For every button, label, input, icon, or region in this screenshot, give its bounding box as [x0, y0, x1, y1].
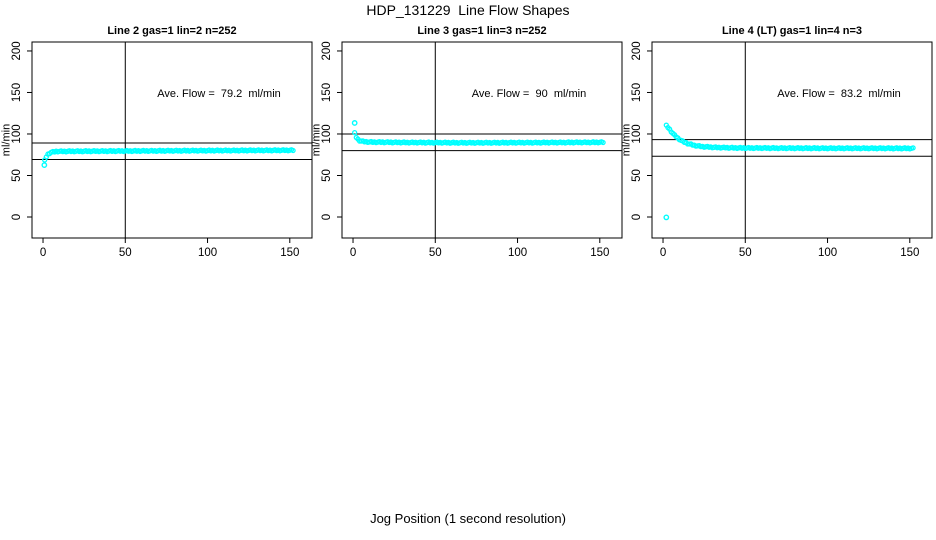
x-tick-label: 0 — [350, 247, 356, 259]
x-tick-label: 100 — [508, 247, 527, 259]
x-tick-label: 50 — [429, 247, 442, 259]
x-tick-label: 0 — [40, 247, 46, 259]
y-tick-label: 200 — [631, 41, 643, 60]
axes: 0 50 100 150 0 50 100 150 200 — [11, 41, 313, 259]
outlier-data-point — [663, 214, 670, 221]
x-axis-label: Jog Position (1 second resolution) — [370, 511, 566, 526]
y-tick-label: 100 — [631, 124, 643, 143]
ave-flow-annotation: Ave. Flow = 90 ml/min — [472, 88, 586, 100]
scatter-series — [351, 120, 606, 146]
outlier-data-point — [351, 120, 358, 126]
y-tick-label: 100 — [11, 124, 23, 143]
data-point — [600, 139, 606, 146]
panel-line-2: Line 2 gas=1 lin=2 n=252 ml/min 0 50 100 15… — [1, 25, 313, 259]
data-point — [910, 145, 916, 151]
panel-line-3: Line 3 gas=1 lin=3 n=252 ml/min 0 50 100 15… — [311, 25, 623, 259]
panel-title: Line 3 gas=1 lin=3 n=252 — [417, 25, 546, 37]
y-axis-label: ml/min — [311, 124, 323, 156]
y-tick-label: 50 — [631, 169, 643, 182]
y-tick-label: 100 — [321, 124, 333, 143]
y-tick-label: 0 — [321, 214, 333, 220]
panel-line-4: Line 4 (LT) gas=1 lin=4 n=3 ml/min 0 50 10… — [621, 25, 933, 259]
x-tick-label: 50 — [119, 247, 132, 259]
outlier-data-point — [41, 162, 48, 169]
y-tick-label: 150 — [631, 83, 643, 102]
data-point — [290, 147, 296, 154]
x-tick-label: 100 — [198, 247, 217, 259]
y-tick-label: 200 — [321, 41, 333, 60]
y-axis-label: ml/min — [621, 124, 633, 156]
panel-title: Line 2 gas=1 lin=2 n=252 — [107, 25, 236, 37]
panel-title: Line 4 (LT) gas=1 lin=4 n=3 — [722, 25, 862, 37]
y-tick-label: 50 — [321, 169, 333, 182]
scatter-series — [663, 122, 916, 221]
x-tick-label: 150 — [590, 247, 609, 259]
ave-flow-annotation: Ave. Flow = 79.2 ml/min — [157, 88, 281, 100]
ave-flow-annotation: Ave. Flow = 83.2 ml/min — [777, 88, 901, 100]
y-tick-label: 150 — [321, 83, 333, 102]
data-point — [352, 130, 358, 136]
y-tick-label: 0 — [11, 214, 23, 220]
figure-main-title: HDP_131229 Line Flow Shapes — [366, 2, 569, 18]
x-tick-label: 150 — [900, 247, 919, 259]
y-tick-label: 0 — [631, 214, 643, 220]
scatter-series — [41, 147, 296, 169]
x-tick-label: 150 — [280, 247, 299, 259]
plot-box — [31, 41, 313, 239]
y-tick-label: 50 — [11, 169, 23, 182]
x-tick-label: 100 — [818, 247, 837, 259]
axes: 0 50 100 150 0 50 100 150 200 — [321, 41, 623, 259]
y-axis-label: ml/min — [1, 124, 13, 156]
y-tick-label: 150 — [11, 83, 23, 102]
axes: 0 50 100 150 0 50 100 150 200 — [631, 41, 933, 259]
y-tick-label: 200 — [11, 41, 23, 60]
x-tick-label: 50 — [739, 247, 752, 259]
plot-box — [341, 41, 623, 239]
x-tick-label: 0 — [660, 247, 666, 259]
